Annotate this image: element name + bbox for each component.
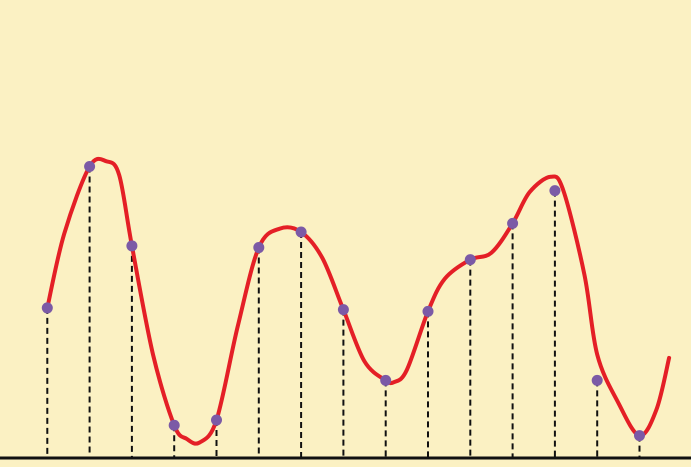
sample-point <box>168 419 180 431</box>
sample-point <box>84 160 96 172</box>
sample-point <box>253 242 265 254</box>
sample-point <box>41 302 53 314</box>
sample-point <box>422 305 434 317</box>
sample-point <box>507 217 519 229</box>
sample-point <box>464 254 476 266</box>
sample-point <box>337 304 349 316</box>
sample-point <box>634 430 645 442</box>
signal-curve <box>45 156 672 446</box>
sample-point <box>380 374 392 386</box>
sample-point <box>591 374 603 386</box>
sample-points <box>41 160 645 442</box>
sample-point <box>126 240 138 252</box>
sample-point <box>549 185 561 197</box>
sample-point <box>295 226 307 238</box>
sample-point <box>211 414 222 426</box>
